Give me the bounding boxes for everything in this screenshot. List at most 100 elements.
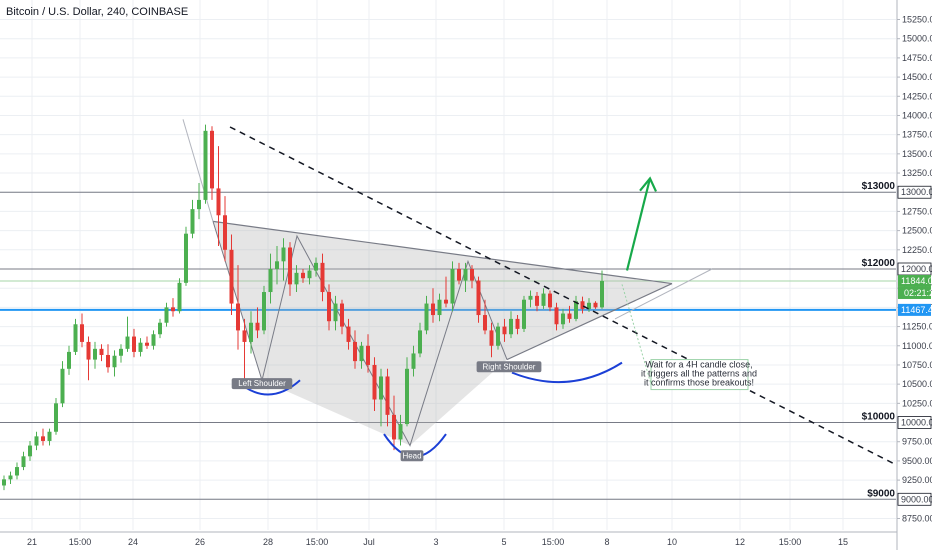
candle	[340, 299, 344, 335]
candle	[372, 357, 377, 412]
candle-body	[411, 353, 416, 369]
candle-body	[431, 303, 435, 316]
countdown-tag-text: 02:21:21	[904, 288, 932, 298]
candle	[470, 265, 474, 289]
triangle-fill	[213, 221, 672, 446]
level-label: $9000	[867, 488, 895, 499]
level-price-tag	[897, 492, 932, 506]
candle	[496, 322, 500, 350]
current-price-tag: 11844.03	[898, 274, 932, 287]
annotation-text-line: it triggers all the patterns and	[641, 369, 757, 379]
candle-body	[489, 330, 494, 346]
candle-body	[528, 295, 533, 300]
candle	[522, 295, 526, 332]
candle-body	[340, 303, 344, 327]
candle	[554, 302, 559, 331]
candle	[8, 471, 13, 484]
rising-trendline-right	[614, 268, 713, 320]
candle-body	[379, 376, 383, 400]
x-tick-label: 15:00	[306, 537, 329, 547]
candle-body	[450, 269, 455, 304]
candle	[262, 285, 266, 335]
x-tick-label: 15	[838, 537, 848, 547]
candle	[405, 357, 409, 427]
support-price-tag: 11467.46	[898, 303, 932, 316]
candle-body	[288, 247, 292, 285]
candle-body	[47, 431, 52, 441]
candle-body	[470, 269, 474, 281]
candle	[392, 395, 396, 451]
candle	[294, 265, 299, 293]
candle-body	[106, 354, 110, 368]
candle	[398, 414, 403, 446]
candle-body	[151, 334, 156, 346]
candle-body	[509, 318, 513, 335]
candle-body	[424, 303, 429, 331]
candle	[567, 305, 572, 323]
candle-body	[587, 302, 591, 309]
candle	[541, 288, 546, 309]
candle-body	[522, 299, 526, 329]
candle	[463, 262, 468, 293]
candle-body	[418, 330, 422, 354]
candle	[34, 431, 39, 451]
candle	[574, 295, 578, 322]
candle	[535, 292, 539, 312]
candle	[509, 311, 513, 339]
candle	[268, 253, 273, 304]
candle-body	[28, 445, 32, 457]
candle-body	[515, 318, 520, 329]
candle	[600, 270, 604, 309]
countdown-tag-bg	[898, 286, 931, 299]
candle-body	[463, 269, 468, 281]
candle-body	[346, 326, 351, 342]
candle-body	[229, 249, 234, 304]
pattern-label-text: Left Shoulder	[238, 379, 286, 388]
candle-body	[125, 336, 130, 349]
y-tick-label: 8750.00	[902, 513, 932, 523]
candle-body	[2, 479, 6, 486]
pattern-label-text: Right Shoulder	[483, 362, 536, 371]
candle	[41, 428, 45, 446]
y-tick-label: 10250.00	[902, 398, 932, 408]
candle	[203, 124, 208, 204]
candle	[457, 262, 461, 285]
price-levels: $13000 $12000 $10000 $9000	[0, 181, 896, 500]
pattern-label-bg	[231, 378, 293, 390]
candle-body	[119, 348, 123, 356]
candle-body	[554, 307, 559, 325]
support-price-tag-bg	[898, 303, 931, 316]
y-tick-label: 13750.00	[902, 130, 932, 140]
y-tick-label: 11000.00	[902, 341, 932, 351]
candle-body	[548, 293, 552, 308]
candle-body	[275, 261, 279, 269]
callout-pointer	[621, 284, 652, 385]
candle-body	[392, 414, 396, 440]
candle-body	[496, 326, 500, 346]
pattern-label-bg	[476, 361, 542, 373]
pattern-label: Head	[400, 450, 424, 462]
candle	[242, 318, 247, 381]
x-tick-label: 10	[667, 537, 677, 547]
level-label: $10000	[862, 412, 896, 423]
candle	[210, 126, 214, 200]
triangle-lower-line	[506, 283, 673, 361]
candle	[197, 183, 201, 220]
candle-body	[34, 436, 39, 446]
level-price-tag-text: 13000.00	[901, 187, 932, 197]
candle-body	[301, 272, 305, 279]
candle	[327, 284, 331, 331]
level-label: $12000	[862, 258, 896, 269]
candle-body	[502, 326, 507, 335]
candle-body	[249, 322, 253, 342]
candle	[2, 475, 6, 491]
y-tick-label: 15000.00	[902, 34, 932, 44]
candle-body	[281, 247, 286, 262]
countdown-tag: 02:21:21	[898, 286, 932, 299]
candle-body	[353, 341, 357, 362]
candle-body	[294, 272, 299, 285]
candle	[444, 276, 448, 308]
candle	[21, 451, 26, 471]
